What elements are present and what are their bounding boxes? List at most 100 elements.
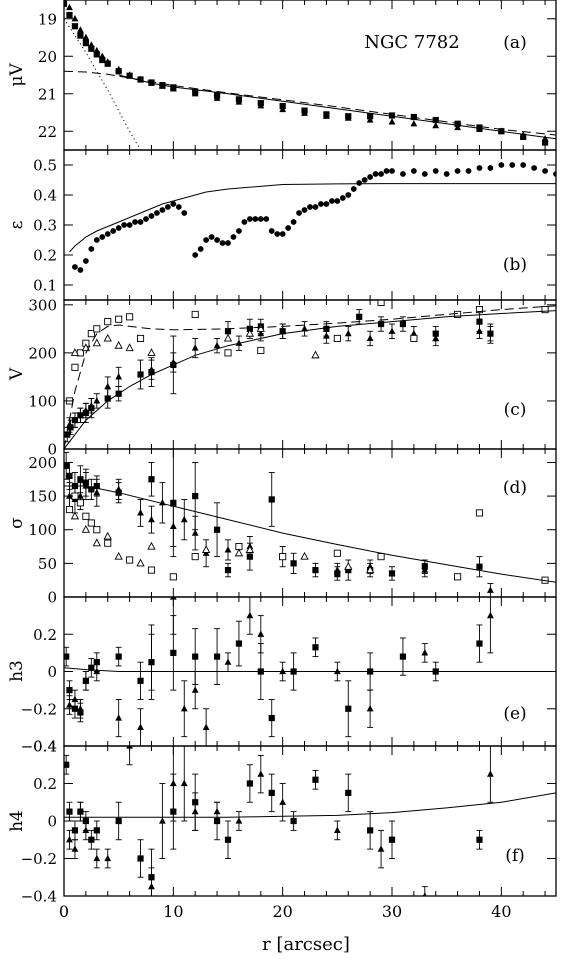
y-tick-label: 19 [38, 10, 57, 28]
data-point [88, 664, 95, 671]
data-series [66, 321, 494, 433]
data-point [191, 344, 199, 351]
data-point [279, 798, 287, 805]
data-point [312, 566, 319, 574]
data-point [257, 346, 265, 355]
data-point [136, 558, 145, 567]
y-tick-label: 0 [47, 813, 57, 831]
data-point [66, 687, 73, 694]
data-point [77, 492, 84, 499]
data-point [388, 570, 396, 577]
y-axis-label: V [7, 367, 27, 381]
data-point [115, 714, 123, 721]
data-point [422, 892, 427, 896]
data-point [345, 113, 352, 120]
data-point [388, 327, 396, 334]
data-point [66, 701, 73, 708]
data-point [230, 234, 237, 240]
data-point [268, 228, 275, 234]
data-point [339, 195, 346, 201]
data-point [487, 770, 494, 777]
y-tick-label: 0.5 [33, 157, 57, 175]
data-point [224, 349, 232, 357]
panel-6: −0.4 −0.2 0 0.2 0.4 h4 (f) [7, 738, 557, 906]
data-point [147, 348, 156, 356]
y-tick-label: 300 [28, 296, 57, 314]
y-axis-label: h4 [7, 810, 27, 832]
plot-area [64, 300, 556, 449]
data-point [201, 545, 211, 553]
data-point [475, 306, 484, 314]
data-point [224, 546, 232, 553]
data-point [137, 509, 144, 516]
data-point [66, 11, 73, 19]
data-point [103, 531, 112, 540]
data-point [410, 168, 417, 174]
data-point [476, 165, 483, 171]
data-point [290, 219, 297, 225]
data-point [203, 237, 210, 243]
data-point [421, 171, 428, 177]
data-point [388, 118, 396, 125]
data-point [432, 334, 440, 342]
data-point [333, 667, 341, 675]
data-point [126, 313, 134, 321]
data-point [148, 213, 155, 219]
data-point [88, 486, 95, 493]
data-point [70, 511, 80, 520]
x-tick-label: 20 [272, 902, 292, 921]
data-point [263, 216, 270, 222]
data-point [143, 216, 149, 222]
data-point [192, 88, 199, 95]
data-point [180, 515, 188, 523]
data-point [312, 644, 319, 651]
data-point [126, 556, 134, 564]
data-point [104, 854, 112, 862]
data-point [465, 168, 472, 174]
data-point [542, 168, 548, 174]
data-point [246, 611, 254, 619]
data-point [64, 653, 70, 660]
data-point [410, 329, 418, 337]
data-point [377, 300, 385, 306]
data-point [301, 207, 308, 213]
data-point [344, 329, 352, 337]
data-point [356, 180, 363, 186]
data-point [344, 561, 353, 570]
data-point [66, 835, 73, 843]
data-point [213, 807, 221, 815]
data-point [191, 807, 199, 815]
data-point [345, 192, 352, 198]
data-point [213, 92, 221, 99]
data-point [223, 333, 233, 342]
data-point [164, 204, 171, 210]
data-point [82, 406, 90, 414]
data-series [70, 324, 320, 359]
data-point [93, 397, 101, 404]
y-tick-label: 0.4 [33, 738, 57, 756]
data-point [279, 231, 286, 237]
plot-area [69, 162, 556, 273]
data-point [76, 499, 84, 507]
data-point [170, 649, 177, 656]
data-point [487, 329, 494, 337]
data-point [191, 553, 199, 561]
data-point [82, 33, 90, 41]
panel-label: (d) [503, 478, 527, 498]
data-point [268, 714, 275, 722]
model-curve [64, 667, 556, 672]
data-point [93, 667, 101, 675]
data-point [290, 817, 297, 825]
model-curve [64, 18, 141, 150]
data-point [224, 836, 232, 843]
data-point [115, 653, 122, 660]
y-tick-label: 22 [38, 123, 57, 141]
data-point [64, 462, 70, 469]
data-point [312, 776, 319, 783]
panel-label: (c) [504, 400, 527, 420]
data-point [333, 826, 341, 833]
data-point [66, 472, 73, 480]
y-tick-label: 200 [28, 344, 57, 362]
data-point [64, 761, 70, 768]
